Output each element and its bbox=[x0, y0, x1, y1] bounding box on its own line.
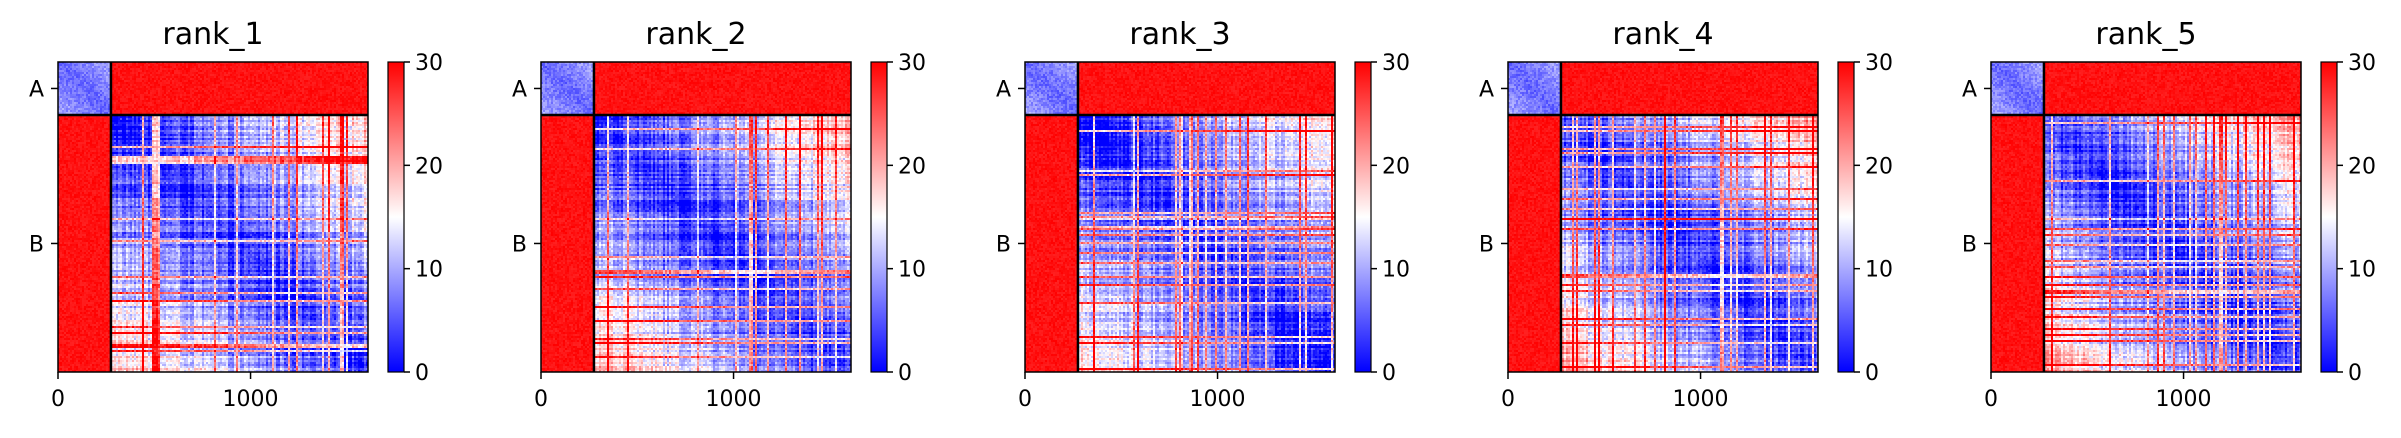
plot-frame bbox=[540, 61, 852, 373]
chain-label-B: B bbox=[512, 232, 527, 257]
panel-1: rank_1 A B 0 1000 0 10 20 30 bbox=[29, 17, 443, 412]
colorbar-tick-label: 0 bbox=[2348, 361, 2362, 386]
heatmap-image bbox=[58, 62, 368, 372]
panel-4: rank_4 A B 0 1000 0 10 20 30 bbox=[1479, 17, 1893, 412]
x-tick-label: 1000 bbox=[1190, 387, 1246, 412]
colorbar-tick-label: 0 bbox=[415, 361, 429, 386]
x-tick-label: 1000 bbox=[2156, 387, 2212, 412]
panel-5: rank_5 A B 0 1000 0 10 20 30 bbox=[1962, 17, 2376, 412]
x-tick-label: 0 bbox=[1501, 387, 1515, 412]
panel-3: rank_3 A B 0 1000 0 10 20 30 bbox=[996, 17, 1410, 412]
colorbar-tick-label: 10 bbox=[2348, 258, 2376, 283]
panel-title: rank_3 bbox=[1129, 17, 1230, 52]
x-tick-label: 1000 bbox=[223, 387, 279, 412]
plot-frame bbox=[57, 61, 369, 373]
colorbar-tick-label: 0 bbox=[1865, 361, 1879, 386]
colorbar bbox=[1837, 61, 1855, 373]
colorbar-tick-label: 20 bbox=[1865, 154, 1893, 179]
chain-label-A: A bbox=[29, 77, 44, 102]
chain-label-A: A bbox=[1962, 77, 1977, 102]
colorbar-tick-label: 30 bbox=[2348, 51, 2376, 76]
colorbar-tick-label: 30 bbox=[1865, 51, 1893, 76]
plot-frame bbox=[1507, 61, 1819, 373]
colorbar bbox=[870, 61, 888, 373]
chain-label-B: B bbox=[1962, 232, 1977, 257]
colorbar-tick-label: 0 bbox=[1382, 361, 1396, 386]
plot-frame bbox=[1024, 61, 1336, 373]
panel-title: rank_2 bbox=[645, 17, 746, 52]
panel-title: rank_5 bbox=[2095, 17, 2196, 52]
x-tick-label: 0 bbox=[1018, 387, 1032, 412]
colorbar-tick-label: 20 bbox=[415, 154, 443, 179]
colorbar-tick-label: 20 bbox=[2348, 154, 2376, 179]
colorbar-tick-label: 30 bbox=[415, 51, 443, 76]
colorbar bbox=[1354, 61, 1372, 373]
colorbar-tick-label: 20 bbox=[1382, 154, 1410, 179]
x-tick-label: 0 bbox=[534, 387, 548, 412]
x-tick-label: 1000 bbox=[1673, 387, 1729, 412]
colorbar-tick-label: 20 bbox=[898, 154, 926, 179]
x-tick-label: 0 bbox=[51, 387, 65, 412]
panel-title: rank_1 bbox=[162, 17, 263, 52]
panel-2: rank_2 A B 0 1000 0 10 20 30 bbox=[512, 17, 926, 412]
colorbar-tick-label: 30 bbox=[1382, 51, 1410, 76]
heatmap-image bbox=[1508, 62, 1818, 372]
colorbar-tick-label: 10 bbox=[1865, 258, 1893, 283]
heatmap-image bbox=[1991, 62, 2301, 372]
x-tick-label: 0 bbox=[1984, 387, 1998, 412]
plot-frame bbox=[1990, 61, 2302, 373]
chain-label-A: A bbox=[1479, 77, 1494, 102]
colorbar-tick-label: 10 bbox=[1382, 258, 1410, 283]
colorbar-tick-label: 0 bbox=[898, 361, 912, 386]
x-tick-label: 1000 bbox=[706, 387, 762, 412]
colorbar bbox=[2320, 61, 2338, 373]
chain-label-B: B bbox=[29, 232, 44, 257]
colorbar-tick-label: 30 bbox=[898, 51, 926, 76]
chain-label-B: B bbox=[1479, 232, 1494, 257]
colorbar-tick-label: 10 bbox=[898, 258, 926, 283]
chain-label-A: A bbox=[512, 77, 527, 102]
chain-label-B: B bbox=[996, 232, 1011, 257]
colorbar-tick-label: 10 bbox=[415, 258, 443, 283]
heatmap-image bbox=[541, 62, 851, 372]
heatmap-image bbox=[1025, 62, 1335, 372]
panel-title: rank_4 bbox=[1612, 17, 1713, 52]
colorbar bbox=[387, 61, 405, 373]
chain-label-A: A bbox=[996, 77, 1011, 102]
